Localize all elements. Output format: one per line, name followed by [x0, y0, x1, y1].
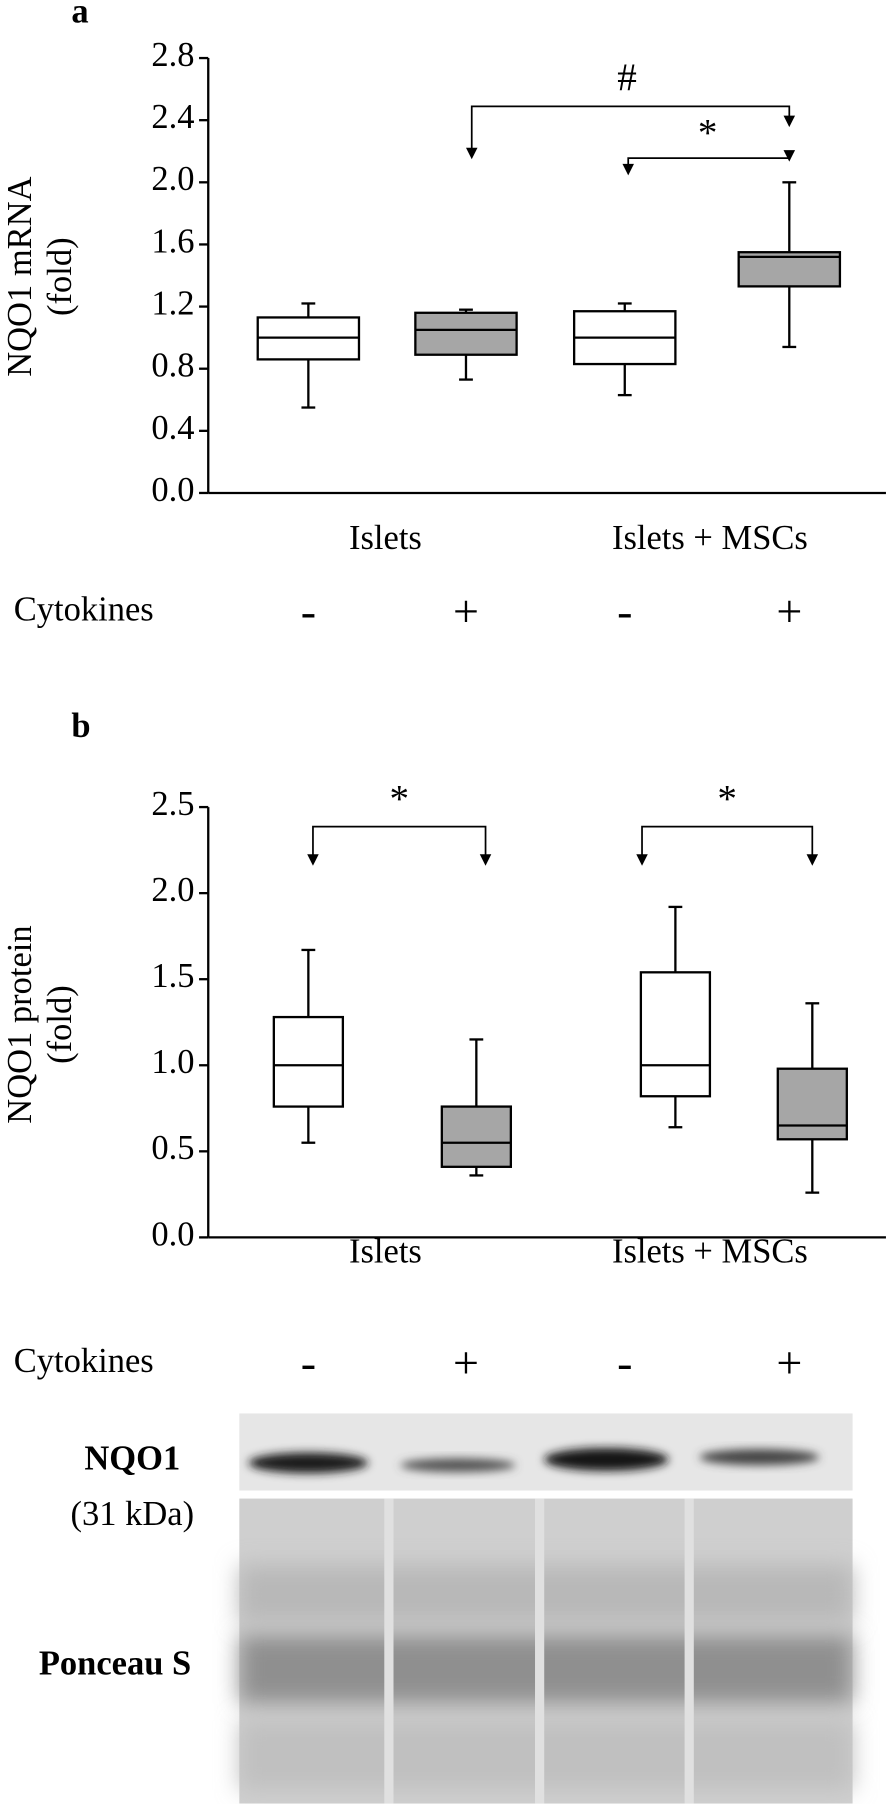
arrowhead [479, 854, 492, 866]
arrowhead [307, 854, 319, 866]
y-tick-label: 1.0 [151, 1043, 194, 1081]
group-label: Islets + MSCs [612, 1233, 808, 1271]
y-tick-label: 1.2 [151, 284, 194, 322]
row-label: Cytokines [14, 591, 154, 629]
arrowhead [465, 147, 478, 160]
y-tick-label: 2.4 [151, 98, 194, 136]
y-tick-label: 0.0 [151, 1215, 194, 1253]
y-tick-label: 1.6 [151, 222, 194, 260]
arrowhead [783, 150, 796, 162]
category-label: + [453, 586, 479, 637]
category-label: - [617, 1337, 632, 1388]
arrowhead [806, 854, 819, 866]
arrowhead [636, 854, 648, 866]
y-tick-label: 0.0 [151, 471, 194, 509]
box [414, 311, 518, 356]
y-tick-label: 1.5 [151, 957, 194, 995]
y-tick-label: 2.0 [151, 871, 194, 909]
y-tick-label: 2.8 [151, 36, 194, 74]
box [639, 971, 712, 1098]
box [440, 1105, 513, 1168]
box [272, 1015, 345, 1108]
y-axis-title: (fold) [41, 985, 79, 1064]
y-tick-label: 2.5 [151, 785, 194, 823]
group-label: Islets + MSCs [612, 519, 808, 557]
significance-label: * [717, 777, 737, 820]
category-label: - [301, 586, 316, 637]
blot-size: (31 kDa) [71, 1495, 195, 1533]
category-label: - [301, 1337, 316, 1388]
blot-protein: NQO1 [84, 1440, 180, 1478]
y-tick-label: 0.8 [151, 347, 194, 385]
y-tick-label: 0.4 [151, 409, 194, 447]
y-tick-label: 2.0 [151, 160, 194, 198]
blot-stain: Ponceau S [39, 1644, 191, 1682]
category-label: + [776, 1337, 802, 1388]
panel-label: a [71, 0, 88, 30]
category-label: + [776, 586, 802, 637]
category-label: - [617, 586, 632, 637]
group-label: Islets [349, 1233, 422, 1271]
significance-label: * [389, 777, 409, 820]
arrowhead [622, 163, 634, 176]
significance-bracket [470, 105, 791, 151]
significance-bracket [312, 825, 487, 857]
y-axis-title: NQO1 mRNA [1, 176, 39, 376]
group-label: Islets [349, 519, 422, 557]
box [776, 1067, 848, 1141]
western-blot [239, 1413, 853, 1804]
y-tick-label: 0.5 [151, 1129, 194, 1167]
category-label: + [453, 1337, 479, 1388]
significance-bracket [641, 825, 814, 857]
y-axis-title: (fold) [41, 237, 79, 316]
y-axis-title: NQO1 protein [1, 925, 39, 1123]
panel-label: b [71, 707, 90, 745]
significance-label: * [698, 111, 718, 154]
arrowhead [783, 115, 796, 128]
significance-label: # [617, 56, 637, 99]
row-label: Cytokines [14, 1342, 154, 1380]
significance-bracket [627, 152, 791, 167]
